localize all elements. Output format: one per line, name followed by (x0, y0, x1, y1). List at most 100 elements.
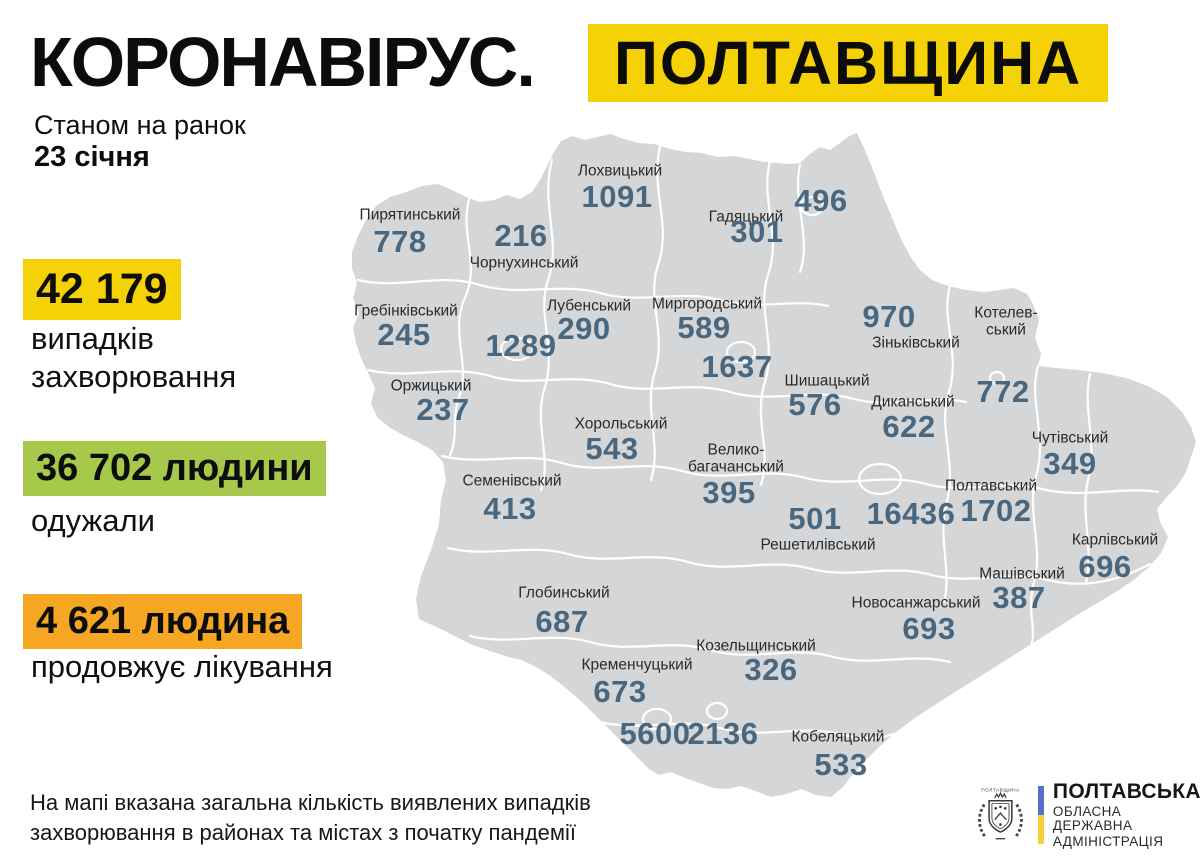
district-label-line: Машівський (979, 565, 1065, 583)
district-case-count: 970 (862, 299, 916, 334)
district-label: Миргородський (652, 295, 762, 312)
district-label: Оржицький (391, 377, 472, 394)
logo-line2: ОБЛАСНА ДЕРЖАВНА (1052, 804, 1133, 833)
district-case-count: 576 (788, 387, 842, 422)
district-label: Чорнухинський (470, 254, 579, 271)
report-date: 23 січня (34, 141, 150, 173)
city-case-count: 16436 (866, 496, 956, 531)
district-label: Семенівський (462, 472, 561, 489)
recovered-label: одужали (31, 503, 155, 538)
logo-line3: АДМІНІСТРАЦІЯ (1052, 834, 1164, 849)
district-label-line: Лубенський (546, 297, 632, 315)
district-label-line: Гребінківський (354, 302, 458, 320)
district-label-line: Чутівський (1031, 429, 1109, 447)
district-case-count: 326 (744, 652, 798, 687)
district-label-line: Карлівський (1071, 531, 1159, 549)
district-label: Карлівський (1072, 531, 1158, 548)
cases-total-badge: 42 179 (23, 259, 181, 320)
subtitle-as-of: Станом на ранок (34, 110, 246, 140)
district-case-count: 1702 (960, 493, 1032, 528)
cases-label-line1: випадків (31, 321, 154, 356)
district-label-line: ський (986, 322, 1026, 339)
flag-bar-blue (1037, 785, 1044, 815)
district-label: Пирятинський (360, 206, 461, 223)
district-label-line: Шишацький (784, 372, 870, 390)
district-label: Новосанжарський (852, 594, 981, 611)
flag-bar (1037, 785, 1044, 844)
city-case-count: 1637 (701, 349, 773, 384)
district-case-count: 395 (702, 475, 756, 510)
district-label-line: Диканський (871, 393, 955, 411)
district-label: Котелев-ський (974, 305, 1037, 340)
district-label: Хорольський (575, 415, 668, 432)
district-label-line: Чорнухинський (469, 254, 579, 272)
district-label: Лохвицький (578, 162, 662, 179)
district-label-line: Котелев- (974, 304, 1038, 322)
district-case-count: 349 (1043, 446, 1097, 481)
district-label-line: Новосанжарський (851, 594, 981, 612)
district-label: Шишацький (785, 372, 870, 389)
flag-bar-yellow (1037, 814, 1044, 844)
district-case-count: 413 (483, 491, 537, 526)
district-case-count: 696 (1078, 549, 1132, 584)
district-case-count: 1091 (581, 179, 653, 214)
district-label-line: Миргородський (652, 295, 762, 313)
district-label: Машівський (979, 565, 1065, 582)
footnote: На мапі вказана загальна кількість виявл… (30, 788, 591, 848)
district-case-count: 693 (902, 611, 956, 646)
district-label-line: Лохвицький (577, 162, 663, 180)
district-case-count: 543 (585, 431, 639, 466)
recovered-badge: 36 702 людини (23, 441, 326, 496)
district-case-count: 687 (535, 604, 589, 639)
footnote-line2: захворювання в районах та містах з почат… (30, 820, 577, 846)
district-case-count: 290 (557, 311, 611, 346)
district-label-line: Зіньківський (872, 334, 960, 352)
district-label: Кременчуцький (582, 656, 693, 673)
district-label-line: Гадяцький (708, 208, 784, 226)
district-case-count: 216 (494, 218, 548, 253)
district-label: Диканський (871, 393, 954, 410)
page-title: КОРОНАВІРУС. (30, 23, 536, 101)
district-label: Чутівський (1032, 429, 1109, 446)
district-label: Кобеляцький (792, 728, 885, 745)
administration-logo: ПОЛТАВЩИНА ПОЛТАВСЬКА ОБЛАСНА ДЕРЖАВНА А… (972, 781, 1200, 849)
district-label-line: Оржицький (390, 377, 472, 395)
district-label-line: Решетилівський (760, 536, 876, 554)
district-case-count: 772 (976, 374, 1030, 409)
logo-name: ПОЛТАВСЬКА (1052, 780, 1200, 803)
district-label: Гребінківський (354, 302, 458, 319)
cases-label-line2: захворювання (31, 359, 237, 395)
coat-of-arms-icon: ПОЛТАВЩИНА (978, 787, 1023, 840)
district-label-line: багачанський (688, 459, 784, 476)
district-case-count: 245 (377, 317, 431, 352)
district-label-line: Хорольський (574, 415, 668, 433)
district-label-line: Семенівський (462, 472, 562, 490)
district-case-count: 501 (788, 501, 842, 536)
district-case-count: 622 (882, 409, 936, 444)
district-label-line: Пирятинський (359, 206, 461, 224)
treating-badge: 4 621 людина (23, 594, 303, 649)
district-label: Глобинський (518, 584, 609, 601)
district-case-count: 237 (416, 392, 470, 427)
district-case-count: 387 (992, 580, 1046, 615)
district-label: Козельщинський (696, 637, 816, 654)
cases-total-label: випадків захворювання (31, 320, 236, 397)
district-label: Гадяцький (709, 208, 784, 225)
logo-text: ПОЛТАВСЬКА ОБЛАСНА ДЕРЖАВНА АДМІНІСТРАЦІ… (1053, 781, 1200, 849)
district-label-line: Кобеляцький (791, 728, 885, 746)
district-label: Зіньківський (872, 334, 960, 351)
district-case-count: 533 (814, 747, 868, 782)
page-title-region-highlight: ПОЛТАВЩИНА (588, 24, 1109, 102)
coat-of-arms-arc-text: ПОЛТАВЩИНА (981, 787, 1020, 793)
district-label-line: Козельщинський (696, 637, 816, 655)
city-case-count: 1289 (485, 328, 557, 363)
district-case-count: 673 (593, 674, 647, 709)
district-case-count: 589 (677, 310, 731, 345)
district-label-line: Глобинський (518, 584, 610, 602)
city-case-count: 5600 (619, 716, 691, 751)
city-case-count: 496 (794, 183, 848, 218)
footnote-line1: На мапі вказана загальна кількість виявл… (30, 790, 591, 815)
district-case-count: 301 (730, 214, 784, 249)
district-label: Велико-багачанський (688, 442, 784, 477)
